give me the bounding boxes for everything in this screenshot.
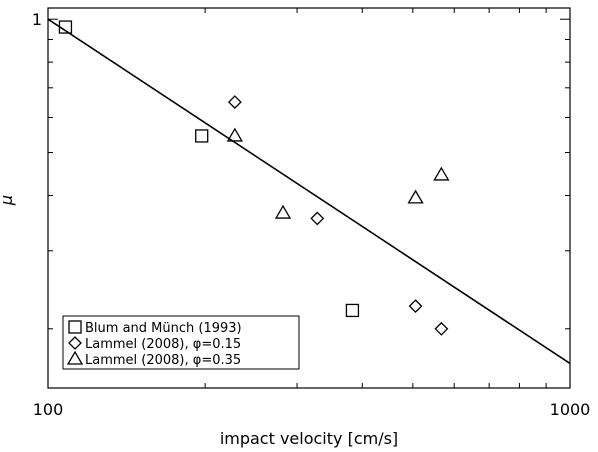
tick-labels: 100 1000 1: [32, 10, 591, 419]
x-tick-label: 100: [33, 400, 64, 419]
legend: Blum and Münch (1993)Lammel (2008), φ=0.…: [62, 315, 300, 370]
legend-square-icon: [68, 320, 82, 334]
diamond-data-point: [408, 299, 423, 314]
diamond-data-point: [310, 211, 325, 226]
triangle-data-point: [407, 189, 424, 204]
triangle-data-point: [274, 204, 292, 219]
y-axis-label: μ: [0, 195, 16, 206]
legend-diamond-icon: [68, 336, 82, 350]
legend-label: Lammel (2008), φ=0.35: [85, 353, 241, 368]
x-axis-label: impact velocity [cm/s]: [220, 429, 398, 448]
y-tick-label: 1: [32, 10, 42, 29]
fit-line-group: [47, 18, 571, 365]
triangle-data-point: [433, 166, 450, 181]
diamond-data-point: [434, 321, 449, 336]
diamond-data-point: [227, 95, 242, 109]
legend-triangle-icon: [66, 350, 84, 365]
legend-box: [62, 315, 300, 370]
triangle-data-point: [226, 127, 243, 142]
plot-frame: [47, 7, 571, 389]
fit-line: [47, 18, 571, 365]
x-tick-label: 1000: [550, 400, 591, 419]
legend-label: Lammel (2008), φ=0.15: [85, 337, 241, 352]
square-data-point: [345, 303, 360, 318]
axis-ticks: [47, 8, 571, 388]
square-data-point: [195, 129, 209, 143]
legend-label: Blum and Münch (1993): [85, 321, 242, 336]
data-points: [58, 20, 450, 336]
square-data-point: [58, 20, 73, 34]
